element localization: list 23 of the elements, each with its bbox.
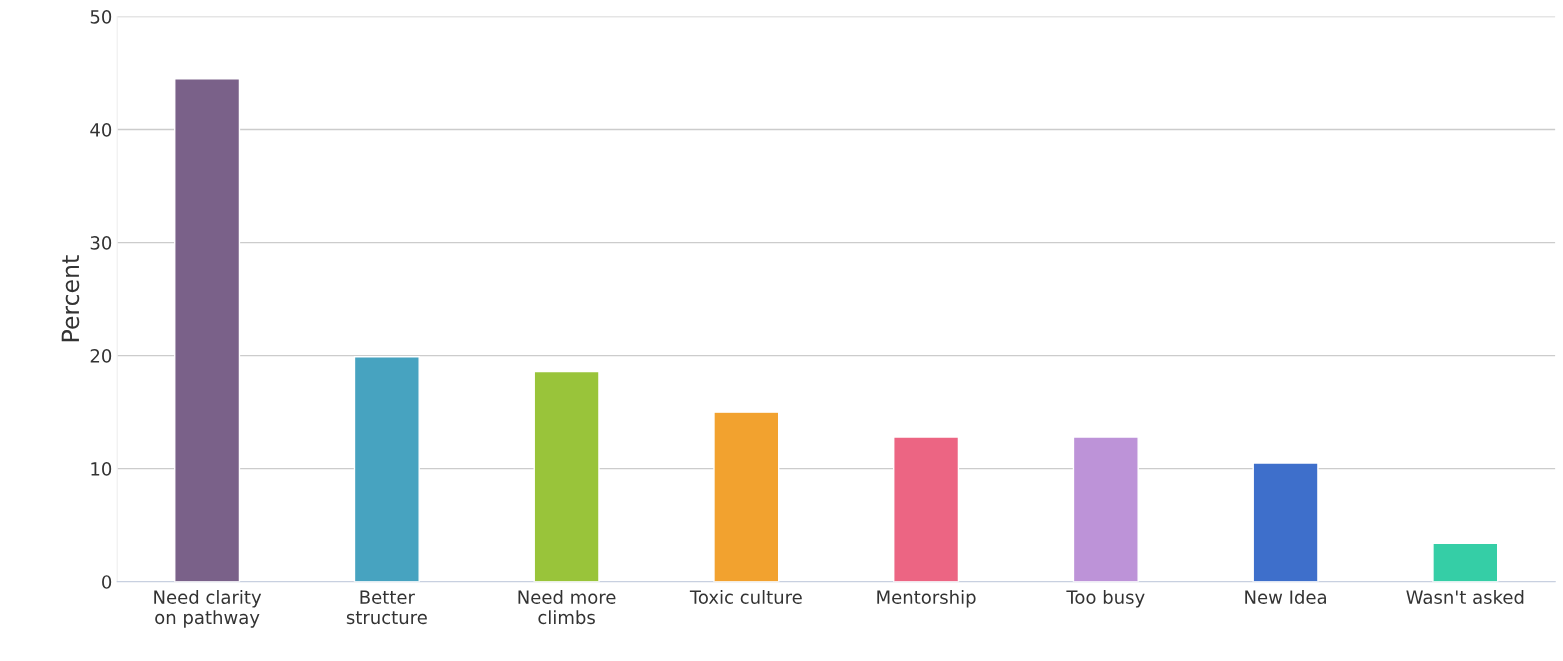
y-tick-label: 40	[90, 123, 112, 137]
y-tick-label: 50	[90, 9, 112, 24]
y-tick-label: 30	[90, 236, 112, 250]
bar	[893, 436, 960, 582]
x-tick-label: New Idea	[1245, 590, 1326, 604]
bar	[1252, 462, 1319, 582]
bar	[174, 77, 241, 582]
bar	[533, 370, 600, 582]
bar	[353, 356, 420, 582]
x-tick-label: Wasn't asked	[1406, 590, 1524, 604]
bar	[1072, 436, 1139, 582]
bar	[713, 411, 780, 582]
x-tick-label: Mentorship	[877, 590, 976, 608]
y-axis-title: Percent	[61, 255, 80, 342]
y-tick-label: 10	[91, 462, 112, 476]
x-tick-label: Better structure	[346, 590, 427, 625]
y-tick-label: 20	[90, 349, 112, 363]
x-tick-label: Need clarity on pathway	[154, 590, 262, 628]
x-tick-label: Need more climbs	[518, 590, 616, 625]
x-tick-label: Too busy	[1066, 590, 1145, 608]
x-tick-label: Toxic culture	[689, 590, 802, 604]
y-tick-label: 0	[102, 575, 112, 589]
bar	[1432, 542, 1499, 582]
